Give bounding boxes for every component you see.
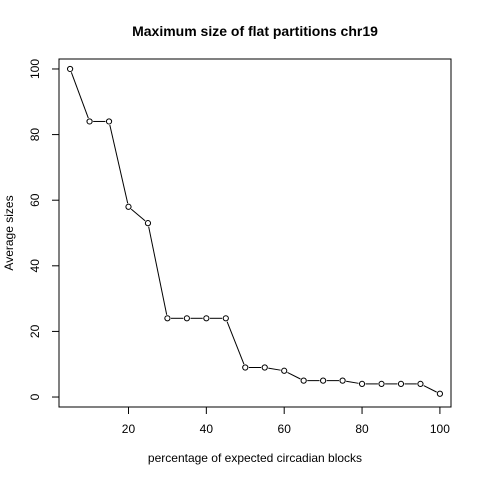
data-point xyxy=(203,315,210,322)
series-segment xyxy=(226,321,245,365)
data-point xyxy=(261,364,268,371)
y-tick-label: 20 xyxy=(28,324,42,338)
series-line xyxy=(66,65,444,397)
data-point xyxy=(358,380,366,388)
series-segment xyxy=(148,226,168,315)
series-segment xyxy=(70,72,89,119)
chart-title: Maximum size of flat partitions chr19 xyxy=(132,23,378,39)
data-point xyxy=(320,377,327,384)
data-point xyxy=(86,118,93,125)
x-axis-label: percentage of expected circadian blocks xyxy=(148,451,362,465)
y-axis-label: Average sizes xyxy=(2,195,16,270)
x-tick-label: 20 xyxy=(122,422,136,436)
y-axis: 0 20 40 60 80 100 xyxy=(28,59,59,400)
data-point xyxy=(125,203,132,210)
x-tick-label: 100 xyxy=(430,422,450,436)
data-point xyxy=(378,380,385,388)
plot-frame xyxy=(58,58,452,408)
x-tick-label: 40 xyxy=(200,422,214,436)
x-tick-label: 60 xyxy=(278,422,292,436)
series-segment xyxy=(423,385,437,393)
data-point xyxy=(436,390,444,397)
data-point xyxy=(339,377,346,384)
data-point xyxy=(183,315,190,322)
data-point xyxy=(300,377,307,384)
y-tick-label: 100 xyxy=(28,59,42,79)
data-point xyxy=(105,118,113,125)
y-tick-label: 60 xyxy=(28,193,42,207)
x-axis: 20 40 60 80 100 xyxy=(122,407,450,436)
data-point xyxy=(66,65,74,73)
series-segment xyxy=(346,380,359,384)
y-tick-label: 0 xyxy=(28,393,42,400)
data-point xyxy=(164,315,171,322)
y-tick-label: 40 xyxy=(28,259,42,273)
series-segment xyxy=(109,124,129,204)
data-point xyxy=(242,364,249,371)
data-point xyxy=(397,380,405,388)
series-segment xyxy=(287,371,301,380)
data-point xyxy=(417,380,424,388)
series-segment xyxy=(268,367,281,371)
data-point xyxy=(222,315,229,322)
data-point xyxy=(281,367,288,374)
series-segment xyxy=(130,208,146,222)
y-tick-label: 80 xyxy=(28,128,42,142)
x-tick-label: 80 xyxy=(355,422,369,436)
data-point xyxy=(144,220,152,227)
